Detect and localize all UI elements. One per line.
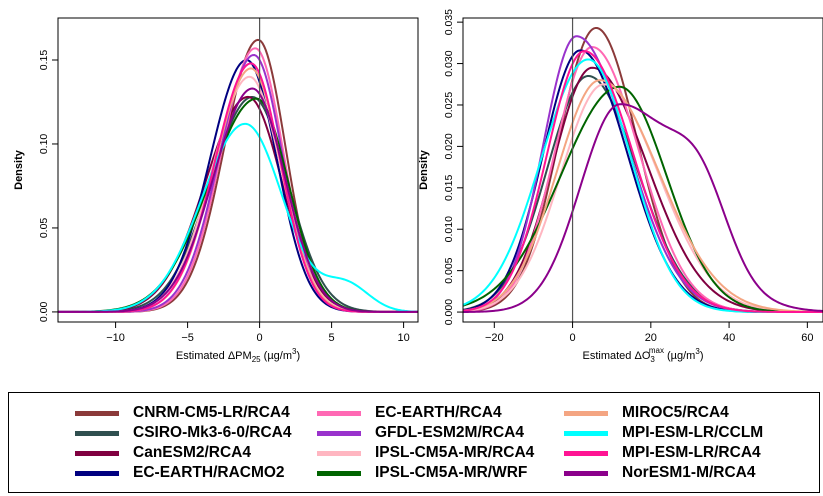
y-tick-label: 0.035 xyxy=(443,9,455,35)
legend-item: EC-EARTH/RACMO2 xyxy=(75,463,285,483)
legend-label: CanESM2/RCA4 xyxy=(133,444,251,461)
legend-swatch xyxy=(564,470,608,476)
series-line xyxy=(58,95,418,313)
legend-swatch xyxy=(317,430,361,436)
series-line xyxy=(58,75,418,313)
series-line xyxy=(462,26,823,314)
y-tick-label: 0.15 xyxy=(38,50,50,71)
legend: CNRM-CM5-LR/RCA4 CSIRO-Mk3-6-0/RCA4 CanE… xyxy=(8,392,820,493)
legend-swatch xyxy=(564,410,608,416)
x-tick-label: 20 xyxy=(645,332,657,344)
density-charts: −10 −5 0 5 10 0.00 0.05 0.10 0.15 Density Estimate… xyxy=(13,9,823,364)
legend-item: CSIRO-Mk3-6-0/RCA4 xyxy=(75,423,291,443)
y-tick-label: 0.000 xyxy=(443,299,455,325)
x-tick-label: 60 xyxy=(801,332,813,344)
series-line xyxy=(58,95,418,313)
legend-label: NorESM1-M/RCA4 xyxy=(622,464,756,481)
series-line xyxy=(58,87,418,313)
legend-item: EC-EARTH/RCA4 xyxy=(317,403,502,423)
series-line xyxy=(462,79,823,313)
legend-swatch xyxy=(75,410,119,416)
legend-item: IPSL-CM5A-MR/RCA4 xyxy=(317,443,534,463)
legend-swatch xyxy=(317,410,361,416)
y-axis-label: Density xyxy=(13,149,25,190)
x-tick-label: 5 xyxy=(329,332,335,344)
x-tick-label: 0 xyxy=(570,332,576,344)
legend-swatch xyxy=(75,450,119,456)
legend-item: MIROC5/RCA4 xyxy=(564,403,729,423)
legend-label: MIROC5/RCA4 xyxy=(622,404,729,421)
x-tick-label: 0 xyxy=(257,332,263,344)
x-tick-label: −10 xyxy=(106,332,125,344)
legend-item: CNRM-CM5-LR/RCA4 xyxy=(75,403,290,423)
series-line xyxy=(462,103,823,313)
series-line xyxy=(57,122,419,313)
series-line xyxy=(462,50,823,314)
legend-item: IPSL-CM5A-MR/WRF xyxy=(317,463,527,483)
legend-item: MPI-ESM-LR/CCLM xyxy=(564,423,763,443)
series-line xyxy=(58,58,418,313)
y-tick-label: 0.015 xyxy=(443,175,455,201)
legend-swatch xyxy=(564,450,608,456)
legend-label: CSIRO-Mk3-6-0/RCA4 xyxy=(133,424,292,441)
series-line xyxy=(57,97,418,313)
legend-label: MPI-ESM-LR/CCLM xyxy=(622,424,764,441)
legend-swatch xyxy=(75,430,119,436)
legend-swatch xyxy=(75,470,119,476)
legend-label: MPI-ESM-LR/RCA4 xyxy=(622,444,761,461)
legend-item: MPI-ESM-LR/RCA4 xyxy=(564,443,761,463)
legend-label: GFDL-ESM2M/RCA4 xyxy=(375,424,524,441)
x-tick-label: 10 xyxy=(397,332,409,344)
x-tick-label: 40 xyxy=(723,332,735,344)
y-tick-label: 0.10 xyxy=(38,134,50,155)
series-line xyxy=(58,62,418,313)
legend-swatch xyxy=(317,470,361,476)
legend-item: CanESM2/RCA4 xyxy=(75,443,251,463)
legend-label: CNRM-CM5-LR/RCA4 xyxy=(133,404,290,421)
x-axis-label: Estimated ΔO3max (µg/m3) xyxy=(583,346,704,364)
y-tick-label: 0.005 xyxy=(443,257,455,283)
y-tick-label: 0.00 xyxy=(38,302,50,323)
legend-item: GFDL-ESM2M/RCA4 xyxy=(317,423,524,443)
series-line xyxy=(462,35,823,314)
y-tick-label: 0.05 xyxy=(38,218,50,239)
legend-swatch xyxy=(564,430,608,436)
x-tick-label: −20 xyxy=(485,332,504,344)
legend-label: IPSL-CM5A-MR/RCA4 xyxy=(375,444,535,461)
legend-item: NorESM1-M/RCA4 xyxy=(564,463,755,483)
y-tick-label: 0.020 xyxy=(443,133,455,159)
plot-frame xyxy=(57,17,419,323)
y-tick-label: 0.025 xyxy=(443,92,455,118)
y-tick-label: 0.030 xyxy=(443,50,455,76)
series-line xyxy=(58,53,418,313)
x-axis-label: Estimated ΔPM25 (µg/m3) xyxy=(176,347,300,364)
y-axis-label: Density xyxy=(418,149,430,190)
legend-label: IPSL-CM5A-MR/WRF xyxy=(375,464,528,481)
legend-label: EC-EARTH/RACMO2 xyxy=(133,464,285,481)
legend-label: EC-EARTH/RCA4 xyxy=(375,404,502,421)
legend-swatch xyxy=(317,450,361,456)
y-tick-label: 0.010 xyxy=(443,216,455,242)
x-tick-label: −5 xyxy=(181,332,194,344)
plot-frame xyxy=(462,17,823,323)
